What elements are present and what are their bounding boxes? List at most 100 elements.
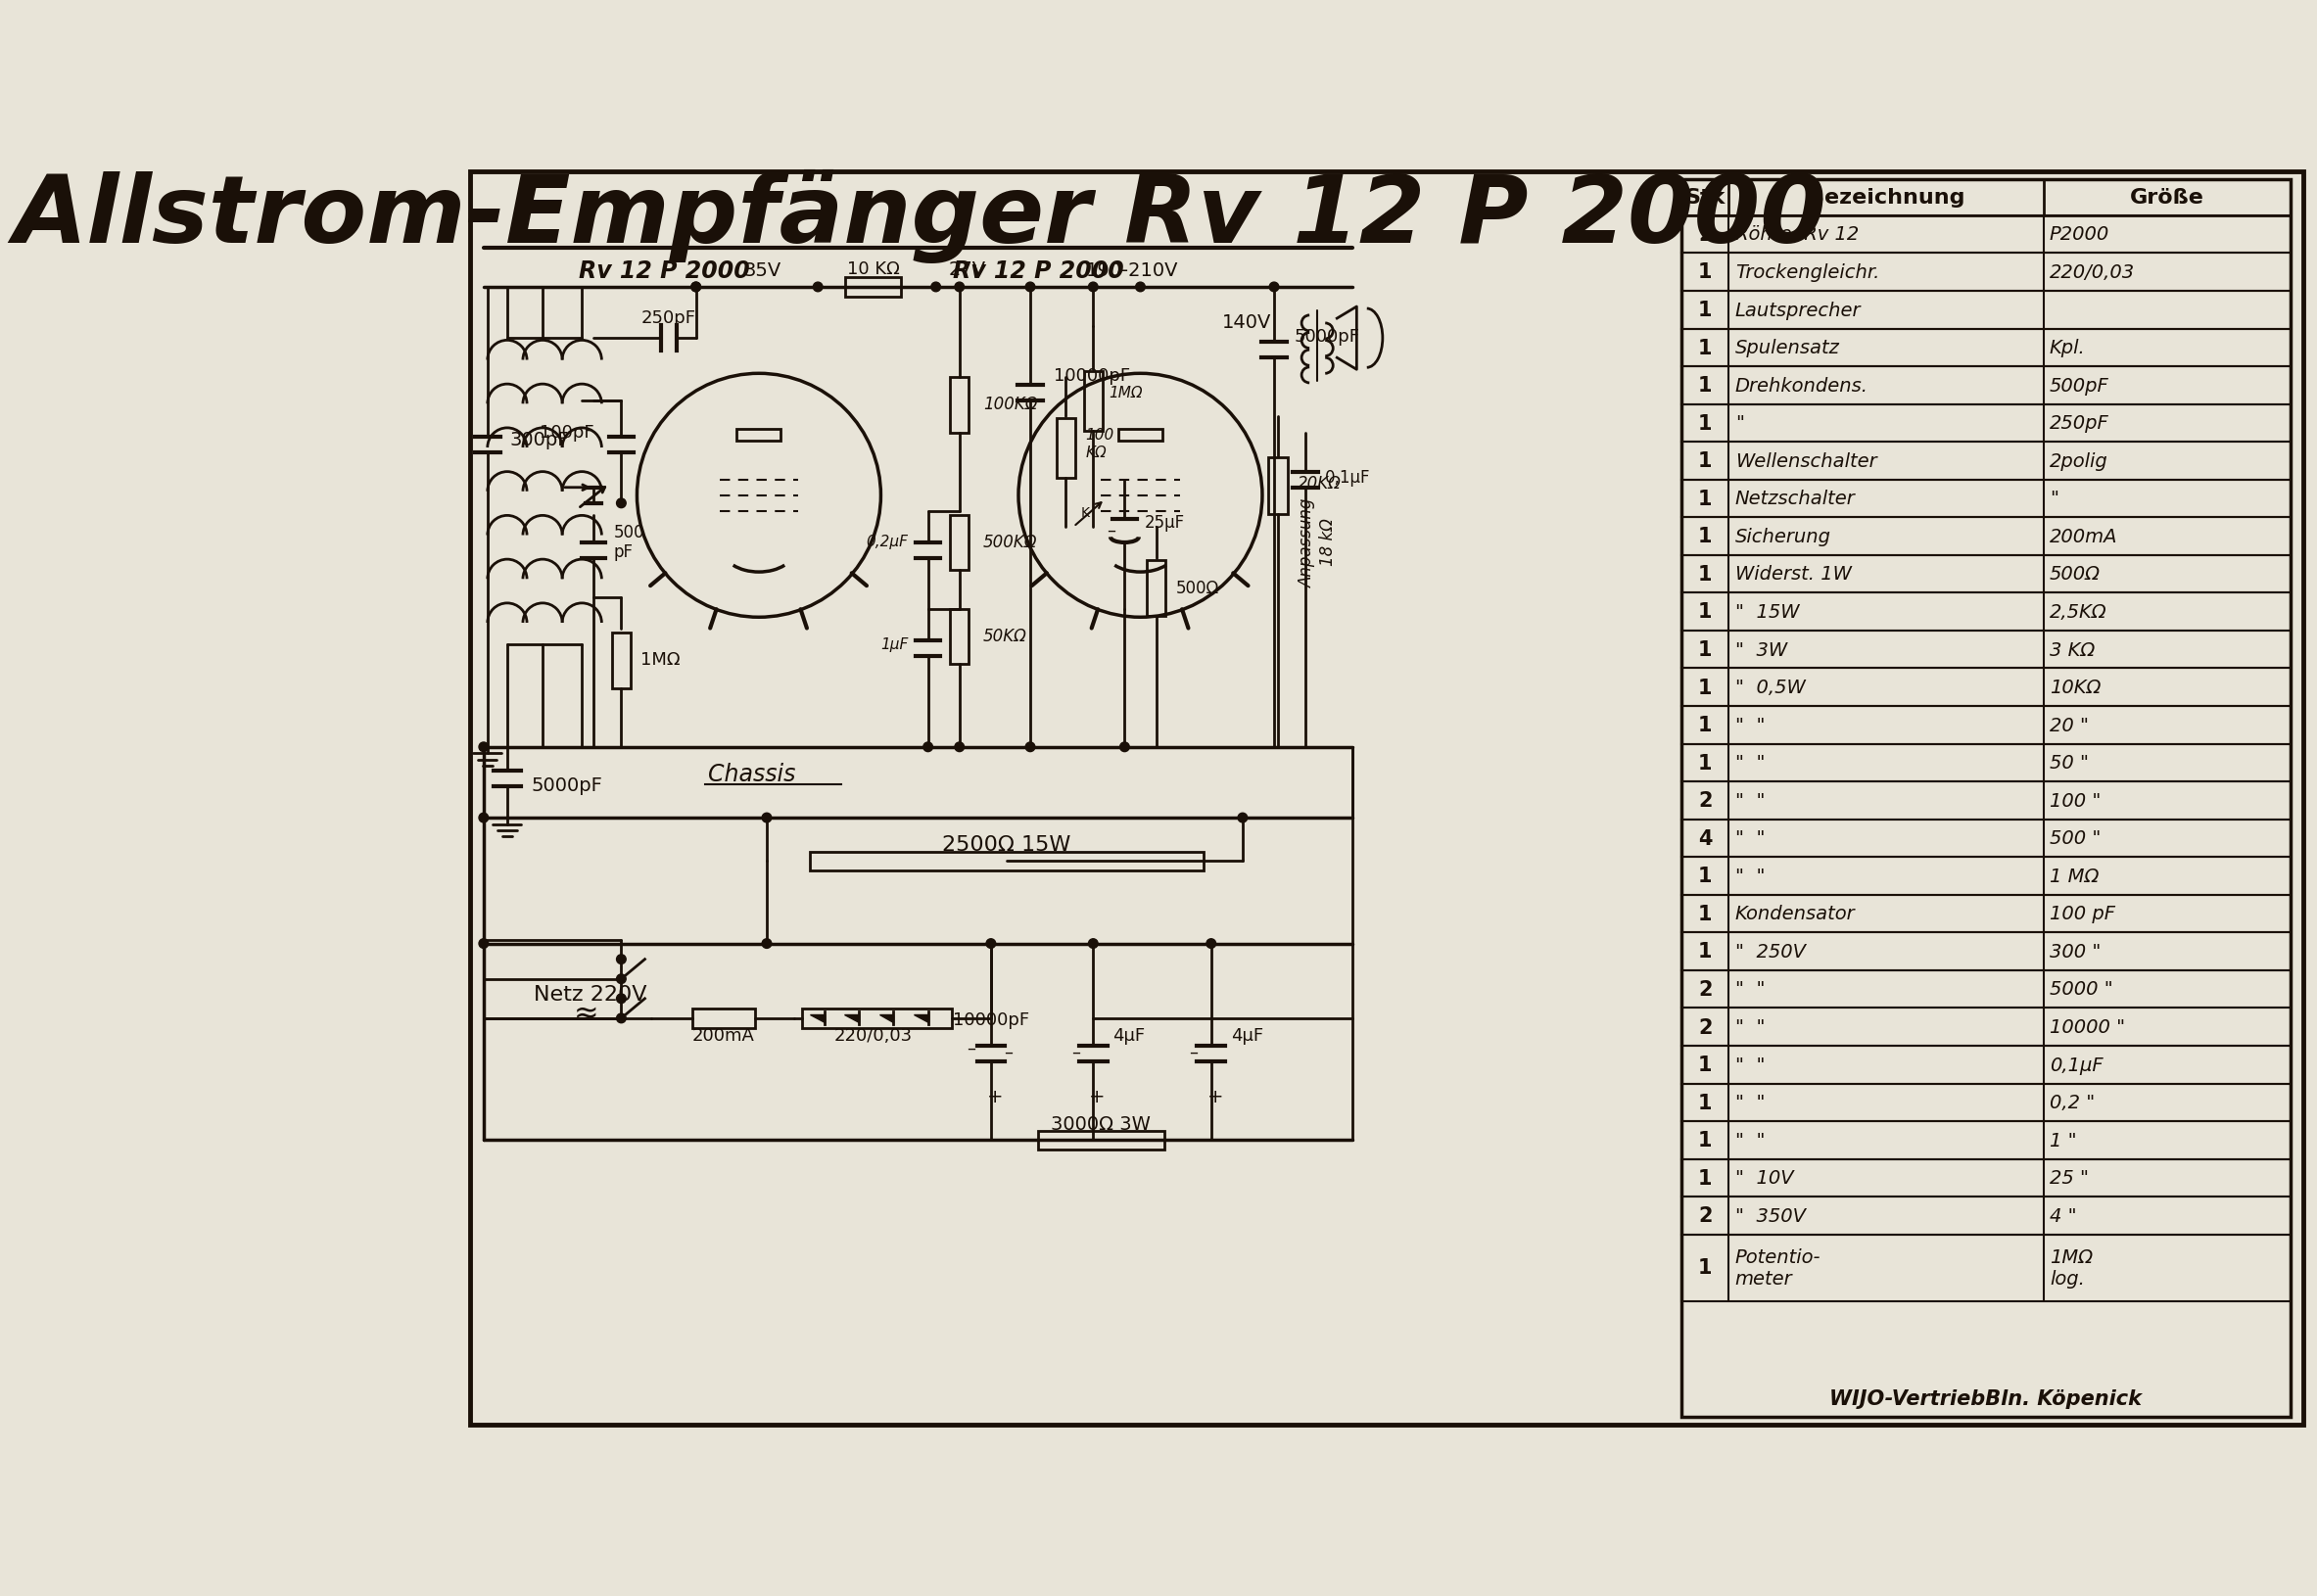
Text: "  ": " " — [1735, 867, 1766, 886]
Text: Rv 12 P 2000: Rv 12 P 2000 — [952, 260, 1124, 282]
Bar — [1682, 669, 2292, 705]
Text: 1: 1 — [1698, 338, 1712, 358]
Text: 200mA: 200mA — [693, 1028, 755, 1045]
Text: 25 ": 25 " — [2051, 1170, 2088, 1187]
Circle shape — [1119, 742, 1128, 752]
Text: 300 ": 300 " — [2051, 943, 2102, 961]
Text: 1: 1 — [1698, 413, 1712, 434]
Text: Netz 220V: Netz 220V — [533, 985, 646, 1004]
Text: 50 ": 50 " — [2051, 753, 2088, 772]
Text: "  15W: " 15W — [1735, 603, 1798, 622]
Circle shape — [616, 974, 626, 983]
Circle shape — [1207, 938, 1216, 948]
Bar — [1682, 932, 2292, 970]
Bar — [1682, 179, 2292, 215]
Bar — [737, 428, 781, 440]
Text: Kpl.: Kpl. — [2051, 338, 2085, 358]
Text: 1 MΩ: 1 MΩ — [2051, 867, 2099, 886]
Text: Potentio-
meter: Potentio- meter — [1735, 1248, 1821, 1288]
Circle shape — [616, 1013, 626, 1023]
Bar — [1270, 458, 1288, 514]
Circle shape — [480, 812, 489, 822]
Text: Trockengleichr.: Trockengleichr. — [1735, 263, 1879, 282]
Bar — [1682, 329, 2292, 365]
Text: Chassis: Chassis — [707, 763, 795, 787]
Circle shape — [616, 954, 626, 964]
Circle shape — [1026, 742, 1036, 752]
Text: "  ": " " — [1735, 1132, 1766, 1151]
Text: 1: 1 — [1698, 300, 1712, 321]
Text: 10000pF: 10000pF — [1054, 367, 1131, 385]
Text: 250pF: 250pF — [2051, 415, 2108, 433]
Text: 1: 1 — [1698, 942, 1712, 962]
Text: 1: 1 — [1698, 753, 1712, 772]
Bar — [1682, 365, 2292, 404]
Bar — [1682, 1234, 2292, 1301]
Text: 1: 1 — [1698, 565, 1712, 584]
Text: 10000pF: 10000pF — [952, 1012, 1029, 1029]
Circle shape — [1089, 282, 1098, 292]
Text: Stk: Stk — [1684, 188, 1726, 207]
Text: P2000: P2000 — [2051, 225, 2108, 244]
Bar — [1682, 857, 2292, 895]
Bar — [1682, 1122, 2292, 1159]
Text: 500 ": 500 " — [2051, 830, 2102, 847]
Text: 500Ω: 500Ω — [1175, 579, 1219, 597]
Text: 5000 ": 5000 " — [2051, 980, 2113, 999]
Circle shape — [987, 938, 996, 948]
Bar — [1147, 560, 1165, 616]
Text: Allstrom-Empfänger Rv 12 P 2000: Allstrom-Empfänger Rv 12 P 2000 — [14, 169, 1826, 263]
Text: Sicherung: Sicherung — [1735, 528, 1830, 546]
Bar — [1682, 782, 2292, 819]
Bar — [1682, 479, 2292, 517]
Text: 25µF: 25µF — [1145, 514, 1184, 531]
Text: 500Ω: 500Ω — [2051, 565, 2102, 584]
Bar — [1682, 970, 2292, 1009]
Text: 100 ": 100 " — [2051, 792, 2102, 811]
Bar — [1682, 1009, 2292, 1045]
Text: –: – — [1070, 1044, 1080, 1061]
Bar — [1682, 179, 2292, 1417]
Bar — [1682, 404, 2292, 442]
Text: 1: 1 — [1698, 527, 1712, 547]
Text: –: – — [1108, 522, 1114, 539]
Text: K: K — [1082, 506, 1089, 520]
Text: 4µF: 4µF — [1230, 1028, 1263, 1045]
Text: 0,1µF: 0,1µF — [1325, 469, 1372, 487]
Bar — [950, 516, 969, 570]
Text: "  3W: " 3W — [1735, 642, 1786, 659]
Bar — [1682, 442, 2292, 479]
Text: ": " — [1735, 415, 1745, 433]
Text: "  ": " " — [1735, 830, 1766, 847]
Bar — [1057, 418, 1075, 477]
Circle shape — [1237, 812, 1247, 822]
Text: WIJO-VertriebBln. Köpenick: WIJO-VertriebBln. Köpenick — [1830, 1390, 2143, 1409]
Text: 220/0,03: 220/0,03 — [2051, 263, 2134, 282]
Text: –: – — [966, 1039, 975, 1057]
Text: 2: 2 — [1698, 980, 1712, 999]
Circle shape — [690, 282, 700, 292]
Circle shape — [1135, 282, 1145, 292]
Text: 300pF: 300pF — [510, 431, 568, 450]
Text: 50KΩ: 50KΩ — [982, 627, 1026, 646]
Text: 190-210V: 190-210V — [1087, 262, 1179, 281]
Text: "  350V: " 350V — [1735, 1207, 1805, 1226]
Circle shape — [690, 282, 700, 292]
Circle shape — [480, 742, 489, 752]
Text: Drehkondens.: Drehkondens. — [1735, 377, 1868, 396]
Text: 220/0,03: 220/0,03 — [834, 1028, 913, 1045]
Bar — [1682, 705, 2292, 744]
Bar — [1682, 1197, 2292, 1234]
Text: 4: 4 — [1698, 828, 1712, 849]
Text: 1: 1 — [1698, 867, 1712, 886]
Bar — [1682, 1084, 2292, 1122]
Text: +: + — [1207, 1087, 1223, 1106]
Text: Rv 12 P 2000: Rv 12 P 2000 — [579, 260, 751, 282]
Text: 500
pF: 500 pF — [614, 523, 644, 562]
Text: 2,5KΩ: 2,5KΩ — [2051, 603, 2106, 622]
Bar — [1682, 555, 2292, 592]
Text: 1: 1 — [1698, 1168, 1712, 1189]
Text: 200mA: 200mA — [2051, 528, 2118, 546]
Text: "  ": " " — [1735, 1018, 1766, 1037]
Text: 140V: 140V — [1221, 313, 1272, 332]
